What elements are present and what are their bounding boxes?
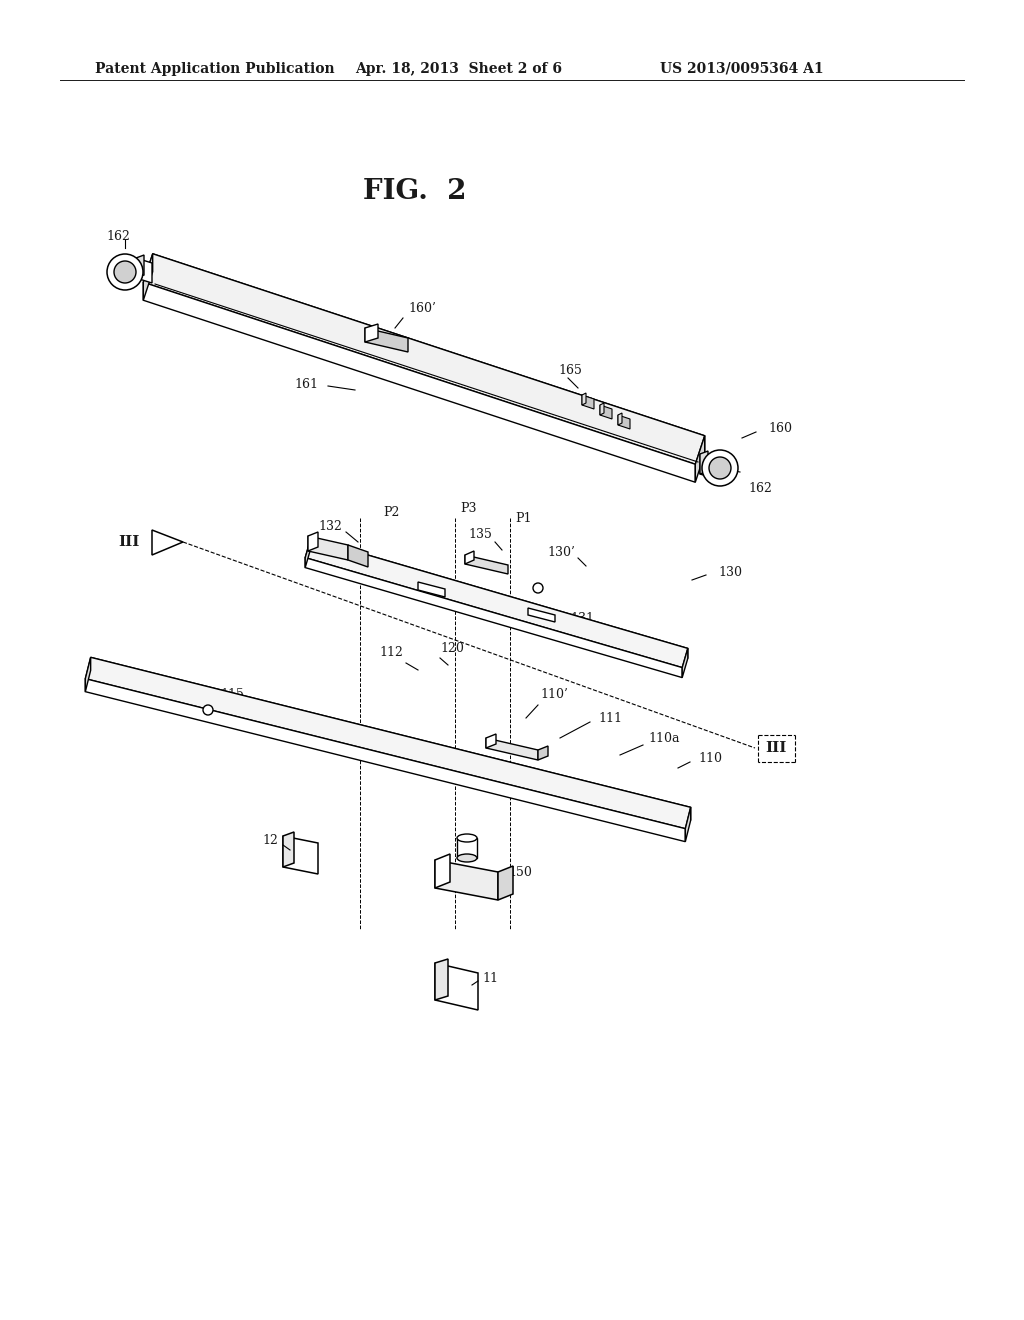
Polygon shape <box>435 861 498 900</box>
Text: 12: 12 <box>262 834 278 847</box>
Text: III: III <box>765 741 786 755</box>
Polygon shape <box>152 531 183 554</box>
Ellipse shape <box>457 834 477 842</box>
Polygon shape <box>85 657 91 692</box>
Polygon shape <box>582 395 594 409</box>
Polygon shape <box>283 836 318 874</box>
Polygon shape <box>143 282 695 482</box>
Text: 162: 162 <box>106 230 130 243</box>
Circle shape <box>106 253 143 290</box>
Polygon shape <box>305 539 311 568</box>
Polygon shape <box>618 414 630 429</box>
Polygon shape <box>153 253 705 454</box>
Polygon shape <box>600 403 604 414</box>
Text: Patent Application Publication: Patent Application Publication <box>95 62 335 77</box>
Polygon shape <box>618 413 622 425</box>
Text: 132: 132 <box>318 520 342 532</box>
Polygon shape <box>85 657 690 829</box>
Polygon shape <box>305 557 682 677</box>
Polygon shape <box>528 609 555 622</box>
Polygon shape <box>143 253 705 465</box>
Text: 110: 110 <box>698 751 722 764</box>
Text: 112: 112 <box>379 647 403 660</box>
Text: 110a: 110a <box>648 731 680 744</box>
Text: P3: P3 <box>460 502 476 515</box>
Polygon shape <box>308 532 318 550</box>
Text: 135: 135 <box>468 528 492 541</box>
Text: Apr. 18, 2013  Sheet 2 of 6: Apr. 18, 2013 Sheet 2 of 6 <box>355 62 562 77</box>
Polygon shape <box>283 832 294 867</box>
Polygon shape <box>682 648 688 677</box>
Polygon shape <box>435 964 478 1010</box>
Text: P2: P2 <box>383 506 399 519</box>
Polygon shape <box>311 539 688 659</box>
Polygon shape <box>348 545 368 568</box>
Text: 165: 165 <box>558 363 582 376</box>
Polygon shape <box>695 436 705 482</box>
Text: 111: 111 <box>598 711 622 725</box>
Text: 162: 162 <box>748 482 772 495</box>
Circle shape <box>709 457 731 479</box>
Polygon shape <box>136 257 152 282</box>
Polygon shape <box>365 327 408 352</box>
Circle shape <box>534 583 543 593</box>
Polygon shape <box>538 746 548 760</box>
Polygon shape <box>308 536 348 560</box>
Polygon shape <box>700 451 708 474</box>
Circle shape <box>702 450 738 486</box>
Polygon shape <box>582 393 586 405</box>
Polygon shape <box>465 554 508 574</box>
Polygon shape <box>498 866 513 900</box>
Circle shape <box>114 261 136 282</box>
Text: 11: 11 <box>482 972 498 985</box>
Text: P1: P1 <box>515 511 531 524</box>
Text: 130’: 130’ <box>547 546 575 560</box>
Text: 150: 150 <box>508 866 531 879</box>
Polygon shape <box>365 323 378 342</box>
Text: 161: 161 <box>294 378 318 391</box>
Text: III: III <box>119 535 140 549</box>
Text: US 2013/0095364 A1: US 2013/0095364 A1 <box>660 62 823 77</box>
Text: 130: 130 <box>718 565 742 578</box>
Polygon shape <box>91 657 690 820</box>
Polygon shape <box>685 808 690 842</box>
Polygon shape <box>143 253 153 300</box>
Text: FIG.  2: FIG. 2 <box>364 178 467 205</box>
Polygon shape <box>600 405 612 418</box>
Polygon shape <box>418 582 445 597</box>
Polygon shape <box>486 738 538 760</box>
Polygon shape <box>435 960 449 1001</box>
Text: 115: 115 <box>220 688 244 701</box>
Text: 131: 131 <box>570 611 594 624</box>
Ellipse shape <box>457 854 477 862</box>
Polygon shape <box>305 539 688 668</box>
Polygon shape <box>85 678 685 842</box>
Text: 120: 120 <box>440 642 464 655</box>
Text: 160’: 160’ <box>408 301 436 314</box>
Polygon shape <box>435 854 450 888</box>
Polygon shape <box>700 454 716 479</box>
Polygon shape <box>486 734 496 748</box>
Polygon shape <box>465 550 474 564</box>
Text: 110’: 110’ <box>540 689 568 701</box>
Circle shape <box>203 705 213 715</box>
Text: 160: 160 <box>768 421 792 434</box>
Polygon shape <box>136 255 144 279</box>
Polygon shape <box>457 838 477 858</box>
